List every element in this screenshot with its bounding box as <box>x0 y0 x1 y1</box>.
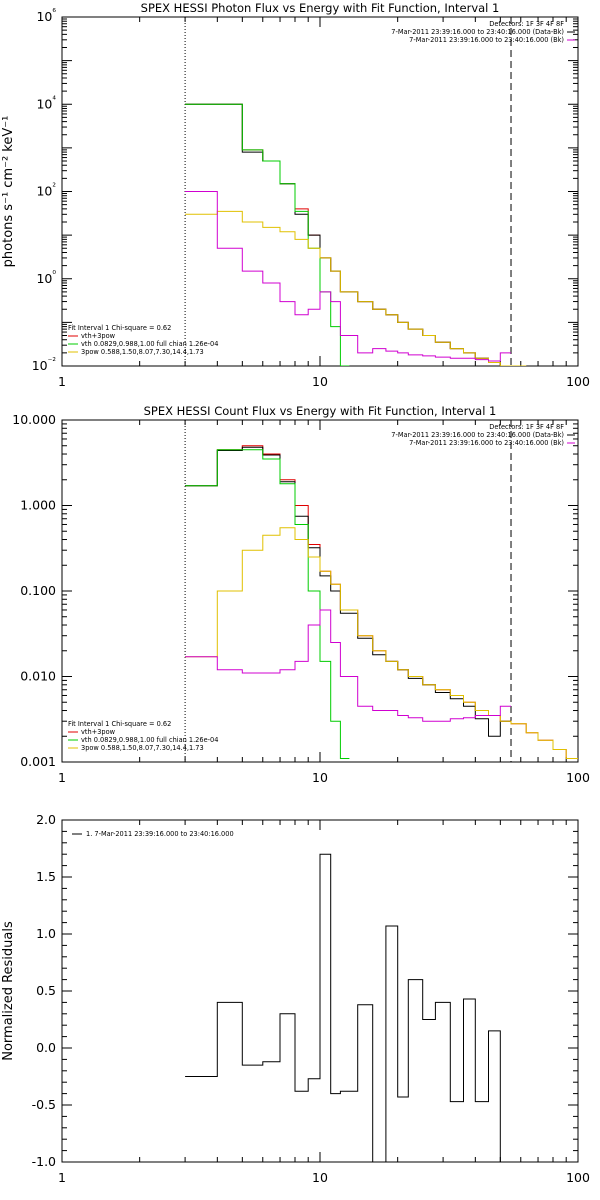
fit-legend-title: Fit Interval 1 Chi-square = 0.62 <box>68 720 171 728</box>
y-tick-label: 0.010 <box>20 669 56 684</box>
series-bk <box>185 191 511 362</box>
y-tick-label: 10⁰ <box>36 270 56 286</box>
series-vth-3pow <box>185 445 578 759</box>
x-tick-label: 100 <box>566 374 590 389</box>
y-tick-label: 0.5 <box>36 983 56 998</box>
y-tick-label: 10² <box>36 183 56 199</box>
y-axis-label: photons s⁻¹ cm⁻² keV⁻¹ <box>1 116 16 268</box>
fit-legend-entry: 3pow 0.588,1.50,8.07,7.30,14.4,1.73 <box>81 744 204 752</box>
y-tick-label: 1.000 <box>20 498 56 513</box>
y-tick-label: 2.0 <box>36 812 56 827</box>
legend-entry: 1. 7-Mar-2011 23:39:16.000 to 23:40:16.0… <box>86 830 234 838</box>
chart-panel-1: 1 10 100 10⁻² 10⁰ 10² 10⁴ 10⁶ SPEX HESSI Photon … <box>1 1 590 389</box>
chart-panel-2: 1 10 100 0.001 0.010 0.100 1.000 10.000 SPEX HES… <box>12 404 590 785</box>
chart-title: SPEX HESSI Count Flux vs Energy with Fit… <box>144 404 497 418</box>
series-group <box>185 853 511 1162</box>
series-1-7-mar-2011-23-39-16-000-to-23-40-16-000 <box>185 853 511 1162</box>
y-tick-label: 1.0 <box>36 926 56 941</box>
fit-legend-entry: vth+3pow <box>81 728 116 736</box>
fit-legend-entry: vth 0.0829,0.988,1.00 full chian 1.26e-0… <box>81 340 218 348</box>
series-vth-3pow <box>185 103 527 366</box>
x-tick-label: 10 <box>312 374 328 389</box>
series-3pow <box>185 527 578 759</box>
x-tick-label: 100 <box>566 1170 590 1185</box>
series-data-bk <box>185 446 511 737</box>
x-tick-label: 10 <box>312 770 328 785</box>
series-data-bk <box>185 103 511 366</box>
fit-legend-entry: 3pow 0.588,1.50,8.07,7.30,14.4,1.73 <box>81 348 204 356</box>
x-tick-label: 10 <box>312 1170 328 1185</box>
fit-legend-title: Fit Interval 1 Chi-square = 0.62 <box>68 324 171 332</box>
y-tick-label: 10⁻² <box>32 357 57 373</box>
info-line: Detectors: 1F 3F 4F 8F <box>489 423 564 431</box>
fit-legend-entry: vth 0.0829,0.988,1.00 full chian 1.26e-0… <box>81 736 218 744</box>
y-tick-label: 0.001 <box>20 754 56 769</box>
x-tick-label: 1 <box>58 374 66 389</box>
series-vth <box>185 103 350 366</box>
info-line: Detectors: 1F 3F 4F 8F <box>489 20 564 28</box>
plot-frame <box>61 16 579 367</box>
y-tick-label: 0.100 <box>20 583 56 598</box>
chart-panel-3: 1 10 100 -1.0 -0.5 0.0 0.5 1.0 1.5 2.0 Normalized … <box>1 812 590 1185</box>
y-tick-label: 0.0 <box>36 1040 56 1055</box>
info-line: 7-Mar-2011 23:39:16.000 to 23:40:16.000 … <box>391 28 564 36</box>
x-tick-label: 1 <box>58 1170 66 1185</box>
y-tick-label: -1.0 <box>32 1154 56 1169</box>
info-line: 7-Mar-2011 23:39:16.000 to 23:40:16.000 … <box>391 431 564 439</box>
series-bk <box>185 609 511 722</box>
y-tick-label: 10⁴ <box>36 95 56 111</box>
x-tick-label: 1 <box>58 770 66 785</box>
series-3pow <box>185 210 527 366</box>
series-group <box>185 445 578 759</box>
series-group <box>185 103 527 366</box>
chart-title: SPEX HESSI Photon Flux vs Energy with Fi… <box>141 1 500 15</box>
y-axis-label: Normalized Residuals <box>1 921 16 1061</box>
y-tick-label: 10.000 <box>12 412 56 427</box>
x-tick-label: 100 <box>566 770 590 785</box>
y-tick-label: 10⁶ <box>36 8 56 24</box>
fit-legend-entry: vth+3pow <box>81 332 116 340</box>
info-line: 7-Mar-2011 23:39:16.000 to 23:40:16.000 … <box>409 439 564 447</box>
y-tick-label: 1.5 <box>36 869 56 884</box>
y-tick-label: -0.5 <box>32 1097 56 1112</box>
series-vth <box>185 449 350 759</box>
info-line: 7-Mar-2011 23:39:16.000 to 23:40:16.000 … <box>409 36 564 44</box>
